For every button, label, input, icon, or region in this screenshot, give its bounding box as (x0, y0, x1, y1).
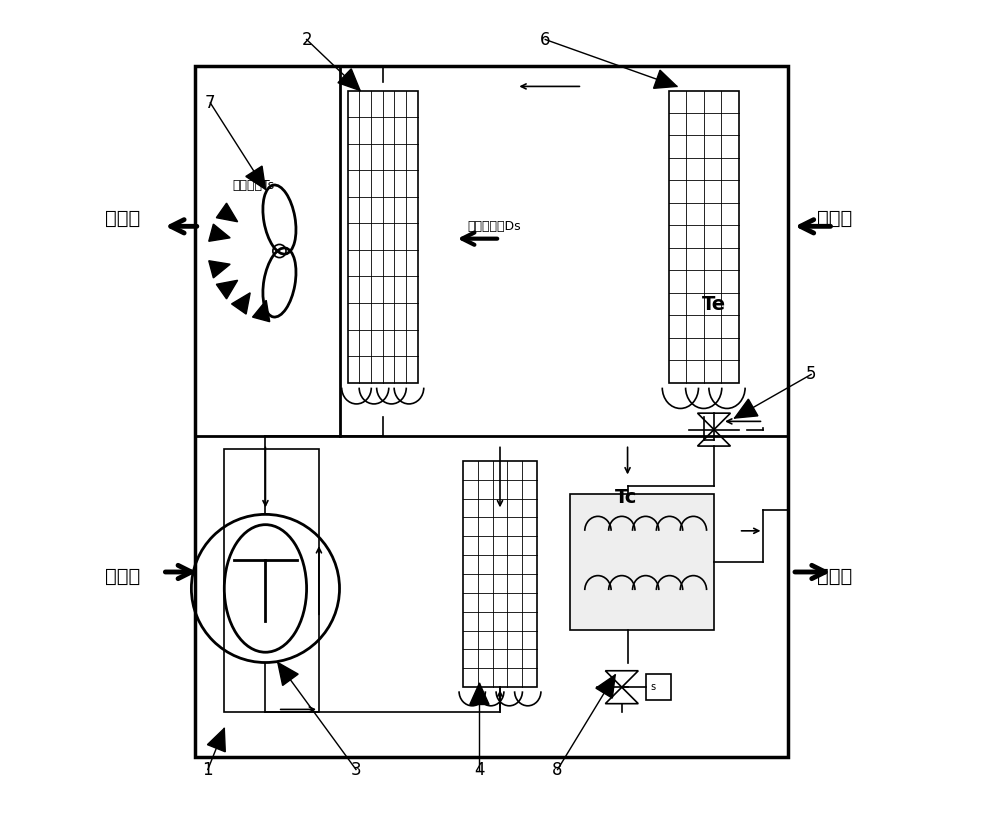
Polygon shape (209, 261, 230, 278)
Text: 4: 4 (474, 760, 485, 779)
Polygon shape (232, 293, 250, 314)
Polygon shape (596, 675, 615, 698)
Bar (463, 461, 537, 687)
Polygon shape (246, 166, 265, 189)
Polygon shape (253, 300, 270, 322)
Bar (669, 91, 739, 383)
Bar (570, 494, 714, 630)
Text: 8: 8 (552, 760, 563, 779)
Text: 3: 3 (351, 760, 361, 779)
Text: 送风温度Ts: 送风温度Ts (233, 179, 275, 192)
Text: Te: Te (702, 295, 726, 314)
Polygon shape (216, 203, 238, 221)
Bar (348, 91, 418, 383)
Polygon shape (216, 281, 238, 299)
Text: 7: 7 (205, 94, 216, 112)
Text: Tc: Tc (615, 488, 638, 508)
Text: 排风出: 排风出 (817, 566, 852, 586)
Text: 6: 6 (540, 30, 551, 49)
Text: s: s (651, 682, 656, 692)
Text: 送风含湿量Ds: 送风含湿量Ds (467, 220, 521, 233)
Polygon shape (470, 683, 489, 704)
Polygon shape (207, 728, 225, 751)
Text: 新风进: 新风进 (817, 208, 852, 228)
Text: 2: 2 (301, 30, 312, 49)
Bar (195, 66, 788, 757)
Bar (646, 674, 671, 700)
Polygon shape (278, 663, 298, 686)
Polygon shape (654, 70, 677, 88)
Polygon shape (338, 69, 360, 91)
Bar (224, 449, 319, 712)
Text: 1: 1 (203, 760, 213, 779)
Polygon shape (209, 224, 230, 241)
Text: 回风进: 回风进 (105, 566, 140, 586)
Polygon shape (735, 399, 758, 418)
Text: 5: 5 (806, 365, 816, 384)
Text: 送风出: 送风出 (105, 208, 140, 228)
